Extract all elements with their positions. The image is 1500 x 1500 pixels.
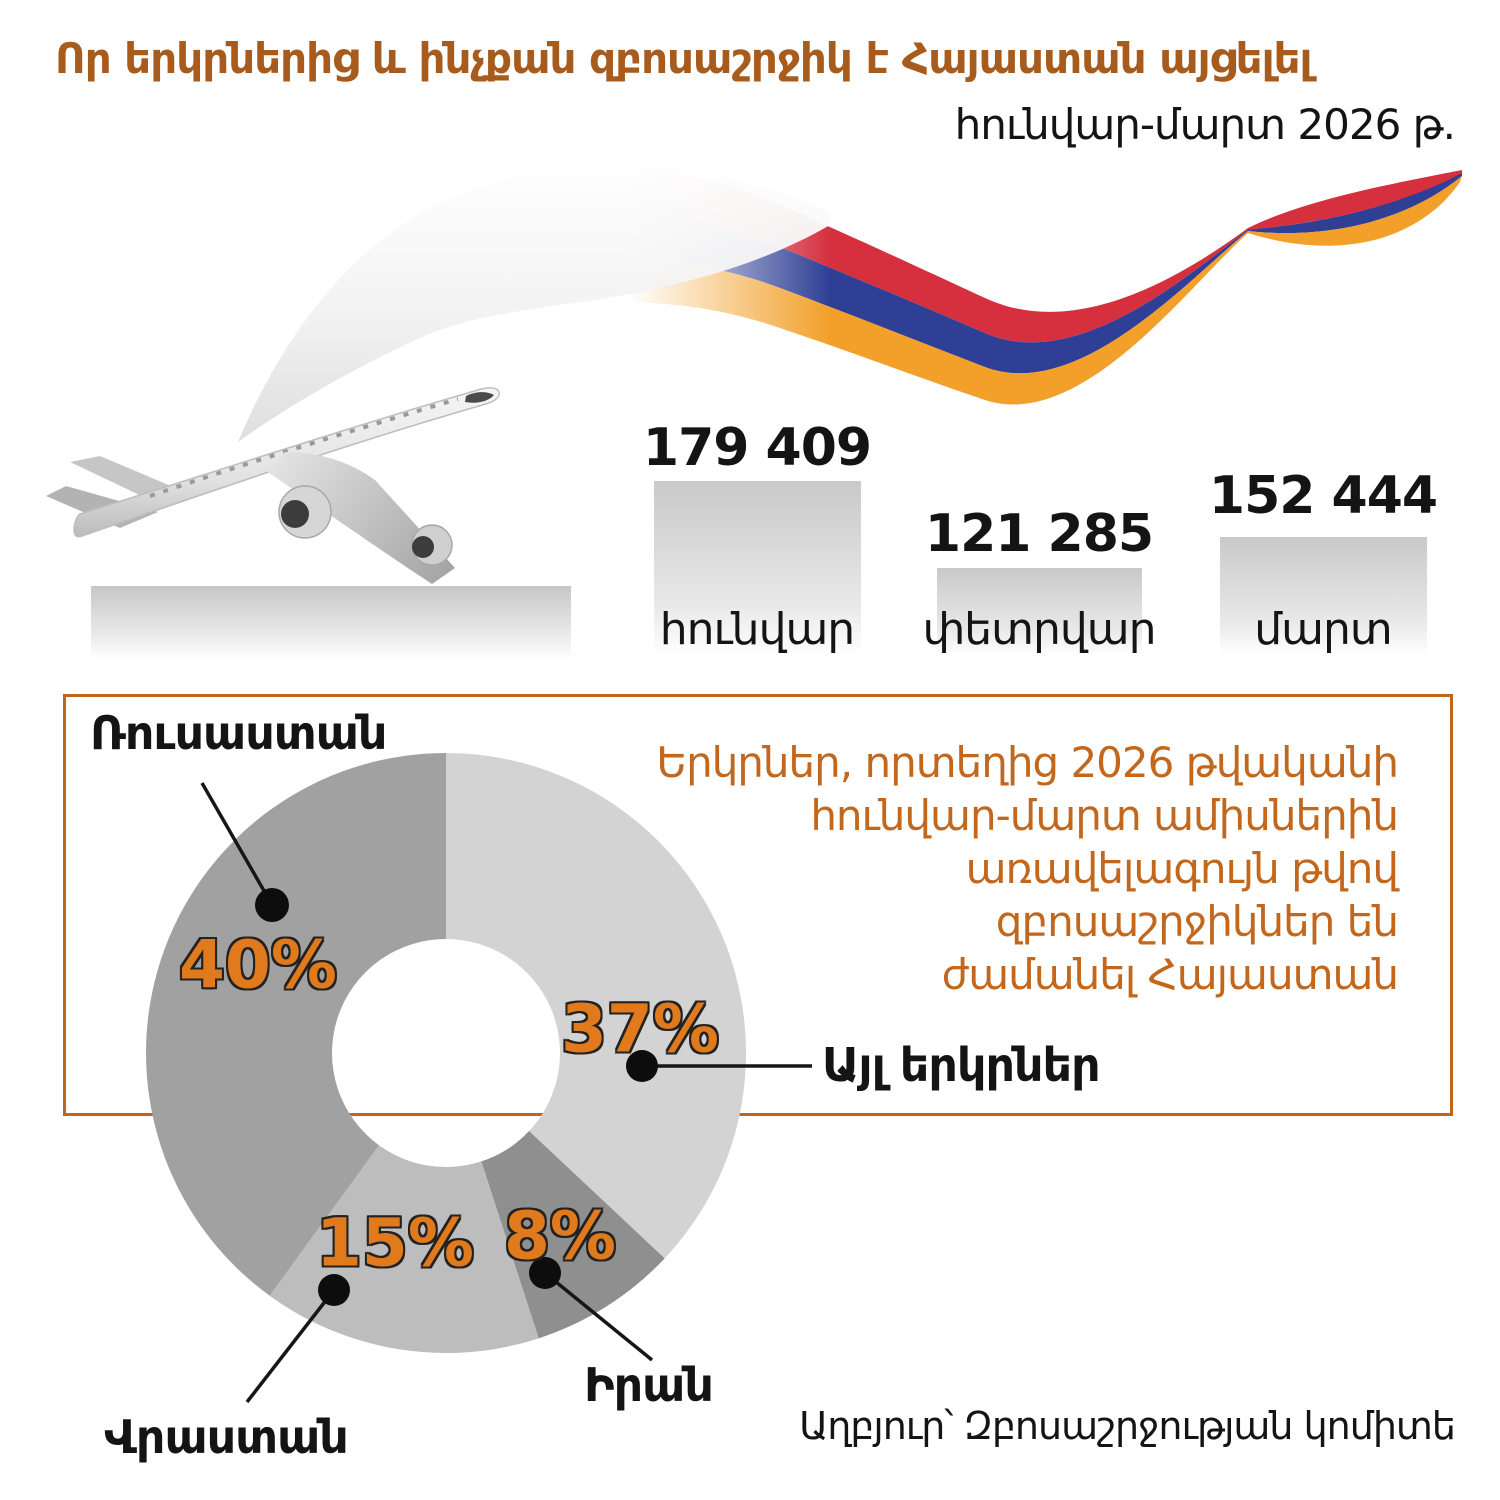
airplane-illustration: [46, 387, 500, 584]
airplane-engine-intake: [281, 500, 309, 528]
donut-description: Երկրներ, որտեղից 2026 թվականի հունվար-մա…: [656, 736, 1399, 1001]
leader-dot-iran: [529, 1257, 561, 1289]
bar-march: [1220, 537, 1427, 655]
airplane-window-row: [149, 397, 459, 498]
ribbon-tail-red: [1248, 170, 1462, 230]
bar-value-february: 121 285: [924, 504, 1154, 564]
period-subtitle: հունվար-մարտ 2026 թ.: [954, 100, 1456, 149]
slice-label-russia: Ռուսաստան: [90, 706, 387, 760]
leader-line-georgia: [245, 1288, 336, 1404]
donut-slice-40pct: [146, 753, 447, 1296]
leader-line-iran: [543, 1271, 654, 1362]
airplane-engine2-intake: [412, 536, 434, 558]
leader-line-russia: [200, 782, 273, 904]
leader-dots: [255, 888, 658, 1306]
percent-label-iran: 8%: [503, 1197, 617, 1275]
slice-label-other-countries: Այլ երկրներ: [822, 1038, 1101, 1092]
source-credit: Աղբյուր՝ Զբոսաշրջության կոմիտե: [799, 1404, 1456, 1448]
bar-label-february: փետրվար: [922, 604, 1156, 655]
bar-label-january: հունվար: [659, 604, 855, 655]
leader-dot-georgia: [318, 1274, 350, 1306]
ribbon-tail-blue: [1248, 173, 1462, 234]
airplane-far-stabilizer: [70, 456, 185, 500]
ribbon-white-swath: [238, 164, 830, 442]
description-line: հունվար-մարտ ամիսներին: [810, 791, 1399, 840]
leader-dot-other: [626, 1050, 658, 1082]
bar-february: [937, 568, 1142, 655]
donut-slice-37pct: [446, 753, 747, 1259]
leader-dot-russia: [255, 888, 289, 922]
description-line: ժամանել Հայաստան: [941, 950, 1399, 999]
flag-ribbon-illustration: [238, 150, 1462, 442]
airplane-wing: [268, 452, 455, 584]
page-title: Որ երկրներից և ինչքան զբոսաշրջիկ է Հայաս…: [55, 34, 1313, 83]
description-line: Երկրներ, որտեղից 2026 թվականի: [656, 738, 1399, 787]
slice-label-georgia: Վրաստան: [104, 1410, 349, 1464]
bar-january: [654, 481, 861, 655]
bar-label-march: մարտ: [1254, 604, 1392, 655]
bar-value-january: 179 409: [642, 418, 872, 478]
slice-label-iran: Իրան: [584, 1358, 714, 1412]
donut-slice-8pct: [481, 1131, 665, 1339]
leader-lines: [200, 782, 812, 1404]
description-line: առավելագույն թվով: [965, 844, 1399, 893]
percent-label-russia: 40%: [179, 926, 337, 1004]
percent-label-other-countries: 37%: [561, 990, 719, 1068]
decorative-runway-bar: [91, 586, 571, 660]
ribbon-tail-orange: [1248, 176, 1462, 246]
info-frame-box: [63, 694, 1453, 1116]
airplane-cockpit-window: [465, 392, 494, 403]
description-line: զբոսաշրջիկներ են: [995, 897, 1399, 946]
percent-label-georgia: 15%: [316, 1204, 474, 1282]
bar-value-march: 152 444: [1208, 466, 1438, 526]
